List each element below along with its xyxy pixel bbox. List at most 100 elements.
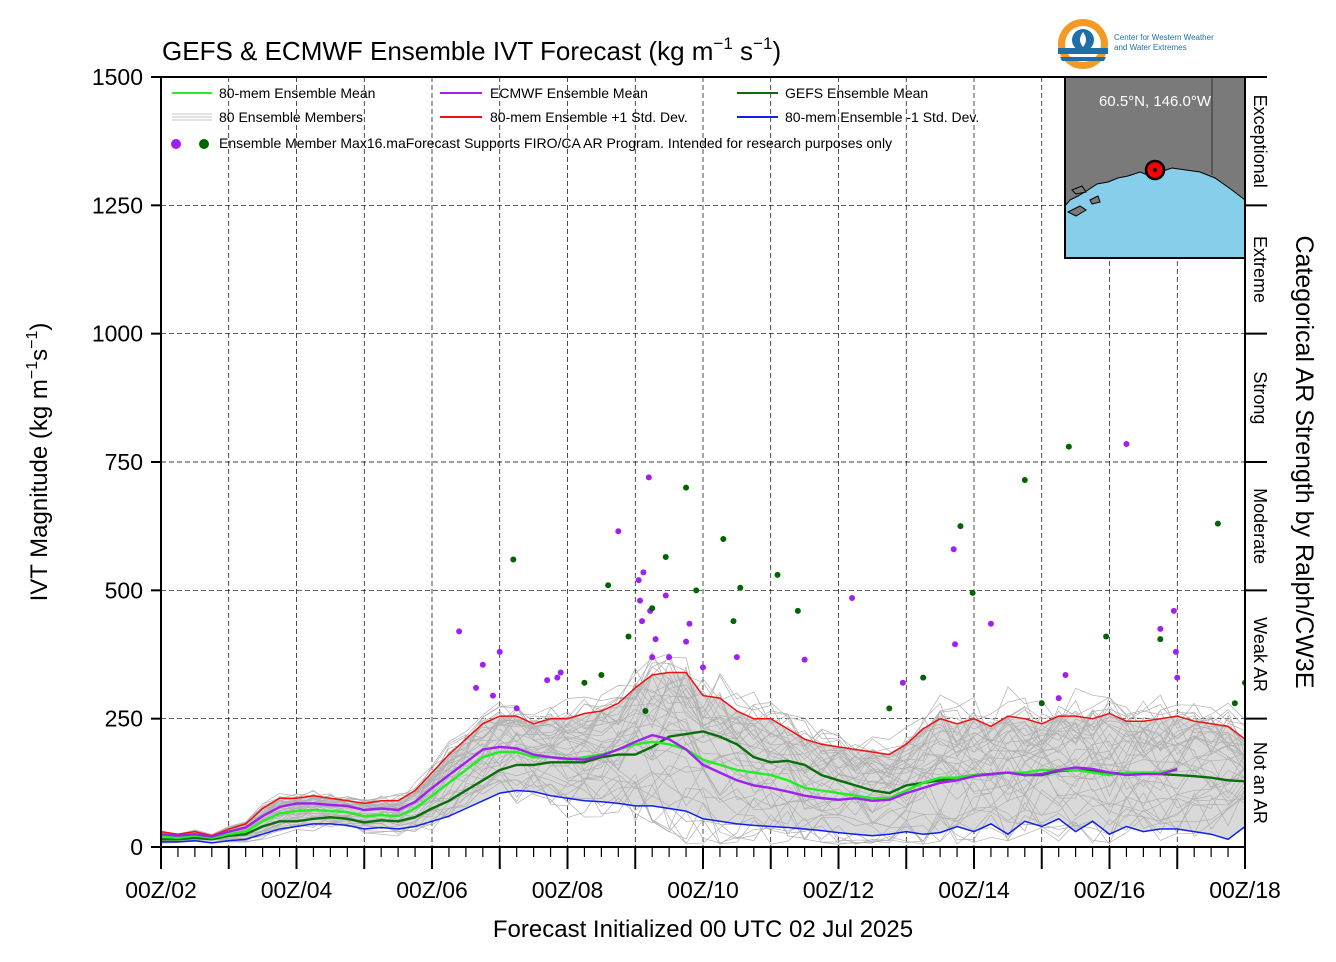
ecmwf-max-point: [683, 638, 690, 645]
ecmwf-max-point: [635, 577, 642, 584]
ecmwf-max-point: [649, 654, 656, 661]
gefs-max-point: [1065, 443, 1072, 450]
x-tick-label: 00Z/02: [125, 877, 197, 903]
ensemble-member-line: [161, 677, 1245, 838]
y-tick-label: 250: [105, 706, 143, 732]
ecmwf-max-point: [615, 528, 622, 535]
gefs-max-point: [581, 679, 588, 686]
ecmwf-max-point: [636, 597, 643, 604]
ecmwf-max-point: [544, 677, 551, 684]
ecmwf-max-point: [640, 569, 647, 576]
ar-category-label: Moderate: [1250, 488, 1270, 564]
legend-ens-mean: 80-mem Ensemble Mean: [219, 85, 375, 101]
ecmwf-max-point: [733, 654, 740, 661]
gefs-max-point: [1231, 700, 1238, 707]
x-tick-label: 00Z/18: [1209, 877, 1281, 903]
legend-swatch-ecmwf-max: [171, 139, 181, 149]
gefs-max-point: [625, 633, 632, 640]
ar-category-scale: Not an AR Weak AR Moderate Strong Extreme Exc…: [1245, 76, 1270, 824]
gefs-max-point: [1021, 476, 1028, 483]
gefs-max-point: [730, 618, 737, 625]
ecmwf-max-point: [1062, 672, 1069, 679]
gefs-max-point: [737, 584, 744, 591]
x-tick-label: 00Z/10: [667, 877, 739, 903]
gefs-max-point: [1103, 633, 1110, 640]
ecmwf-max-point: [456, 628, 463, 635]
ecmwf-max-point: [645, 474, 652, 481]
gefs-max-point: [693, 587, 700, 594]
x-tick-label: 00Z/14: [938, 877, 1010, 903]
ecmwf-max-point: [700, 664, 706, 671]
series-ecmwf-mean: [161, 733, 1178, 838]
ecmwf-max-point: [1174, 674, 1181, 681]
ecmwf-max-point: [1055, 695, 1062, 702]
location-marker-dot: [1153, 168, 1157, 172]
map-land: [1064, 76, 1246, 208]
series-minus-std: [161, 789, 1245, 844]
ensemble-member-line: [161, 778, 1245, 844]
legend-gefs-mean: GEFS Ensemble Mean: [785, 85, 928, 101]
ensemble-member-line: [161, 675, 1245, 836]
ecmwf-max-point: [473, 684, 480, 691]
series-lines: [161, 671, 1245, 844]
x-tick-label: 00Z/16: [1074, 877, 1146, 903]
gefs-max-point: [720, 536, 727, 542]
location-inset-map: 60.5°N, 146.0°W: [1064, 76, 1246, 259]
logo-text-line-1: Center for Western Weather: [1114, 33, 1214, 42]
legend-members: 80 Ensemble Members: [219, 109, 363, 125]
y-tick-label: 0: [130, 834, 143, 860]
ensemble-member-line: [161, 651, 1245, 837]
x-tick-label: 00Z/08: [532, 877, 604, 903]
ensemble-member-line: [161, 774, 1245, 845]
gefs-max-point: [1038, 700, 1045, 707]
logo-text-line-2: and Water Extremes: [1114, 43, 1187, 52]
ecmwf-max-point: [1157, 625, 1164, 632]
ecmwf-max-point: [1170, 607, 1177, 614]
ar-category-label: Extreme: [1250, 236, 1270, 303]
ecmwf-max-point: [686, 620, 693, 627]
ecmwf-max-point: [557, 669, 564, 676]
x-axis-label: Forecast Initialized 00 UTC 02 Jul 2025: [493, 916, 913, 943]
series-plus-std: [161, 671, 1245, 837]
cw3e-logo: Center for Western Weather and Water Ext…: [1058, 19, 1214, 69]
ecmwf-max-point: [950, 546, 957, 553]
ecmwf-max-point: [479, 661, 486, 668]
y-tick-label: 500: [105, 577, 143, 603]
ensemble-member-line: [161, 665, 1245, 837]
ecmwf-max-point: [952, 641, 959, 648]
ecmwf-max-point: [496, 648, 503, 655]
x-axis-ticks: 00Z/02 00Z/04 00Z/06 00Z/08 00Z/10 00Z/12 00Z/…: [125, 847, 1281, 903]
gefs-max-point: [510, 556, 517, 563]
gefs-max-point: [683, 484, 690, 491]
legend-swatch-members: [172, 113, 212, 121]
gefs-max-point: [605, 582, 612, 589]
legend-plus-std: 80-mem Ensemble +1 Std. Dev.: [490, 109, 688, 125]
gefs-max-point: [642, 707, 649, 714]
ensemble-member-line: [161, 773, 1245, 842]
y-axis-ticks: 0 250 500 750 1000 1250 1500: [92, 64, 161, 860]
y-tick-label: 1000: [92, 321, 143, 347]
location-label: 60.5°N, 146.0°W: [1099, 93, 1212, 110]
ensemble-member-line: [161, 771, 1245, 845]
gefs-max-point: [598, 672, 605, 679]
ar-category-label: Weak AR: [1250, 617, 1270, 692]
ensemble-member-line: [161, 734, 1245, 838]
legend-ecmwf-mean: ECMWF Ensemble Mean: [490, 85, 648, 101]
ecmwf-max-point: [1123, 441, 1130, 448]
gefs-max-point: [794, 607, 801, 614]
x-tick-label: 00Z/04: [261, 877, 333, 903]
ecmwf-max-point: [1172, 648, 1179, 655]
ecmwf-max-point: [849, 595, 856, 602]
ecmwf-max-point: [554, 674, 561, 681]
x-tick-label: 00Z/12: [803, 877, 875, 903]
logo-drop-icon: [1080, 32, 1086, 47]
ecmwf-max-point: [639, 618, 646, 625]
gefs-max-point: [920, 674, 927, 681]
y-tick-label: 1500: [92, 64, 143, 90]
max-points: [456, 441, 1245, 714]
gefs-max-point: [662, 553, 669, 560]
gefs-max-point: [774, 571, 781, 578]
gefs-max-point: [969, 589, 976, 596]
x-tick-label: 00Z/06: [396, 877, 468, 903]
